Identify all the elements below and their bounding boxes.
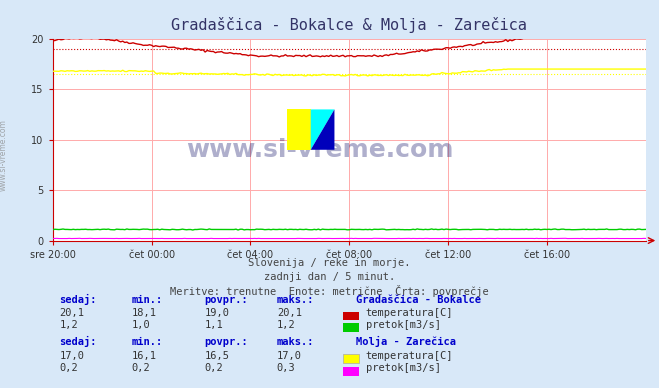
Text: sedaj:: sedaj: [59,294,97,305]
Text: povpr.:: povpr.: [204,294,248,305]
Text: www.si-vreme.com: www.si-vreme.com [186,138,453,162]
Text: zadnji dan / 5 minut.: zadnji dan / 5 minut. [264,272,395,282]
Text: Gradaščica - Bokalce: Gradaščica - Bokalce [356,294,481,305]
Text: 1,1: 1,1 [204,320,223,330]
Text: 17,0: 17,0 [59,351,84,361]
Text: 0,2: 0,2 [59,362,78,372]
FancyBboxPatch shape [287,109,310,150]
Title: Gradaščica - Bokalce & Molja - Zarečica: Gradaščica - Bokalce & Molja - Zarečica [171,17,527,33]
Text: 16,1: 16,1 [132,351,157,361]
Text: povpr.:: povpr.: [204,337,248,347]
Text: maks.:: maks.: [277,294,314,305]
Text: Meritve: trenutne  Enote: metrične  Črta: povprečje: Meritve: trenutne Enote: metrične Črta: … [170,285,489,297]
Text: 18,1: 18,1 [132,308,157,318]
Text: 20,1: 20,1 [277,308,302,318]
Polygon shape [310,109,335,150]
Text: 20,1: 20,1 [59,308,84,318]
Polygon shape [310,109,335,150]
Text: 16,5: 16,5 [204,351,229,361]
Text: 0,3: 0,3 [277,362,295,372]
Text: 0,2: 0,2 [132,362,150,372]
Text: pretok[m3/s]: pretok[m3/s] [366,362,441,372]
Text: 1,2: 1,2 [277,320,295,330]
Text: www.si-vreme.com: www.si-vreme.com [0,119,8,191]
Text: temperatura[C]: temperatura[C] [366,308,453,318]
Text: 19,0: 19,0 [204,308,229,318]
Text: Slovenija / reke in morje.: Slovenija / reke in morje. [248,258,411,268]
Text: 0,2: 0,2 [204,362,223,372]
Text: maks.:: maks.: [277,337,314,347]
Text: Molja - Zarečica: Molja - Zarečica [356,336,456,347]
Text: 1,0: 1,0 [132,320,150,330]
Text: temperatura[C]: temperatura[C] [366,351,453,361]
Text: pretok[m3/s]: pretok[m3/s] [366,320,441,330]
Text: min.:: min.: [132,337,163,347]
Text: 17,0: 17,0 [277,351,302,361]
Text: min.:: min.: [132,294,163,305]
Text: 1,2: 1,2 [59,320,78,330]
Text: sedaj:: sedaj: [59,336,97,347]
